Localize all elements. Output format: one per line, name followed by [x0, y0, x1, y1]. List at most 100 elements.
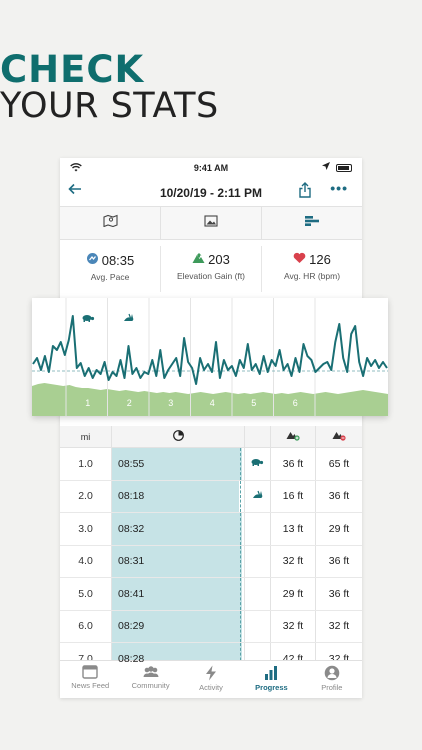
tabbar-label: Community: [131, 681, 170, 690]
promo-subtitle: YOUR STATS: [0, 86, 219, 126]
tabbar-activity[interactable]: Activity: [181, 661, 241, 698]
split-mile: 2.0: [60, 480, 112, 512]
news-feed-icon: [82, 665, 98, 679]
elevation-gain-icon: [286, 430, 300, 443]
split-loss: 32 ft: [328, 620, 350, 633]
slowest-split-marker: [82, 315, 95, 322]
split-pace-cell: 08:29: [112, 610, 245, 642]
split-indicator: [245, 545, 271, 577]
split-mile: 3.0: [60, 513, 112, 545]
stat-label: Avg. Pace: [90, 272, 130, 282]
stat-avg-hr: 126 Avg. HR (bpm): [262, 246, 362, 292]
stopwatch-icon: [172, 430, 184, 443]
battery-icon: [336, 163, 352, 172]
mile-marker-label: 5: [251, 398, 256, 408]
split-mile: 1.0: [60, 448, 112, 480]
split-loss: 36 ft: [328, 555, 350, 568]
split-pace-bar: [112, 513, 243, 545]
status-bar: 9:41 AM: [60, 158, 362, 178]
tab-photos[interactable]: [161, 207, 262, 239]
table-row[interactable]: 4.0 08:31 32 ft 36 ft: [60, 545, 362, 578]
wifi-icon: [70, 163, 82, 174]
pace-line: [32, 315, 388, 385]
tab-map[interactable]: [60, 207, 161, 239]
split-indicator: [245, 610, 271, 642]
split-indicator: [245, 643, 271, 675]
status-time: 9:41 AM: [193, 163, 229, 173]
activity-icon: [206, 665, 217, 681]
fastest-split-marker: [124, 313, 134, 321]
chart-canvas: 1 2 3 4 5 6: [32, 298, 388, 416]
stat-label: Avg. HR (bpm): [283, 271, 341, 281]
split-pace: 08:18: [118, 490, 145, 503]
split-indicator: [245, 578, 271, 610]
map-icon: [102, 214, 118, 232]
table-row[interactable]: 6.0 08:29 32 ft 32 ft: [60, 610, 362, 643]
table-row[interactable]: 2.0 08:18 16 ft 36 ft: [60, 480, 362, 513]
split-gain: 29 ft: [271, 578, 316, 610]
mile-marker-label: 2: [127, 398, 132, 408]
location-icon: [322, 162, 333, 172]
split-pace-cell: 08:41: [112, 578, 245, 610]
share-icon[interactable]: [298, 182, 312, 198]
average-pace-marker: [240, 480, 242, 512]
bottom-tab-bar: News Feed Community Activity Progress Pr…: [60, 660, 362, 698]
split-gain: 16 ft: [271, 480, 316, 512]
profile-icon: [324, 665, 340, 681]
turtle-icon: [251, 457, 265, 470]
split-pace-bar: [112, 545, 243, 577]
split-mile: 6.0: [60, 610, 112, 642]
rabbit-icon: [124, 313, 134, 321]
community-icon: [143, 666, 159, 677]
tabbar-progress[interactable]: Progress: [241, 661, 301, 698]
header-gain: [271, 426, 316, 447]
tab-splits[interactable]: [262, 207, 362, 239]
tabbar-community[interactable]: Community: [120, 661, 180, 698]
average-pace-marker: [240, 448, 242, 480]
header-pace: [112, 426, 245, 447]
pace-elevation-chart[interactable]: 1 2 3 4 5 6: [32, 298, 388, 416]
split-pace: 08:41: [118, 587, 145, 600]
stat-elevation-gain: 203 Elevation Gain (ft): [161, 246, 262, 292]
tabbar-label: Progress: [255, 683, 288, 692]
detail-tabs: [60, 206, 362, 240]
photo-icon: [204, 214, 218, 232]
stat-avg-pace: 08:35 Avg. Pace: [60, 246, 161, 292]
average-pace-marker: [240, 610, 242, 642]
split-mile: 4.0: [60, 545, 112, 577]
mile-marker-label: 6: [293, 398, 298, 408]
split-gain: 13 ft: [271, 513, 316, 545]
tabbar-label: Activity: [199, 683, 223, 692]
table-header: mi: [60, 426, 362, 448]
header-loss: [316, 426, 362, 447]
table-row[interactable]: 3.0 08:32 13 ft 29 ft: [60, 513, 362, 546]
pace-icon: [86, 252, 99, 268]
average-pace-marker: [240, 578, 242, 610]
split-pace: 08:32: [118, 522, 145, 535]
stat-value: 126: [309, 252, 331, 267]
header-indicator: [245, 426, 271, 447]
split-loss: 36 ft: [328, 587, 350, 600]
heart-icon: [293, 252, 306, 267]
split-pace-bar: [112, 578, 243, 610]
stat-value: 08:35: [101, 252, 135, 268]
split-loss: 36 ft: [328, 490, 350, 503]
elevation-loss-icon: [332, 430, 346, 443]
nav-bar: 10/20/19 - 2:11 PM •••: [60, 178, 362, 206]
stat-value: 203: [208, 252, 230, 267]
tabbar-news-feed[interactable]: News Feed: [60, 661, 120, 698]
split-mile: 5.0: [60, 578, 112, 610]
table-row[interactable]: 5.0 08:41 29 ft 36 ft: [60, 578, 362, 611]
tabbar-profile[interactable]: Profile: [302, 661, 362, 698]
rabbit-icon: [251, 489, 264, 503]
split-pace-cell: 08:55: [112, 448, 245, 480]
split-pace-bar: [112, 480, 239, 512]
split-indicator: [245, 513, 271, 545]
mile-marker-label: 4: [210, 398, 215, 408]
split-loss: 29 ft: [328, 522, 350, 535]
more-options-icon[interactable]: •••: [330, 180, 348, 196]
summary-stats: 08:35 Avg. Pace 203 Elevation Gain (ft) …: [60, 246, 362, 292]
average-pace-marker: [240, 513, 242, 545]
back-arrow-icon[interactable]: [68, 182, 82, 201]
table-row[interactable]: 1.0 08:55 36 ft 65 ft: [60, 448, 362, 481]
